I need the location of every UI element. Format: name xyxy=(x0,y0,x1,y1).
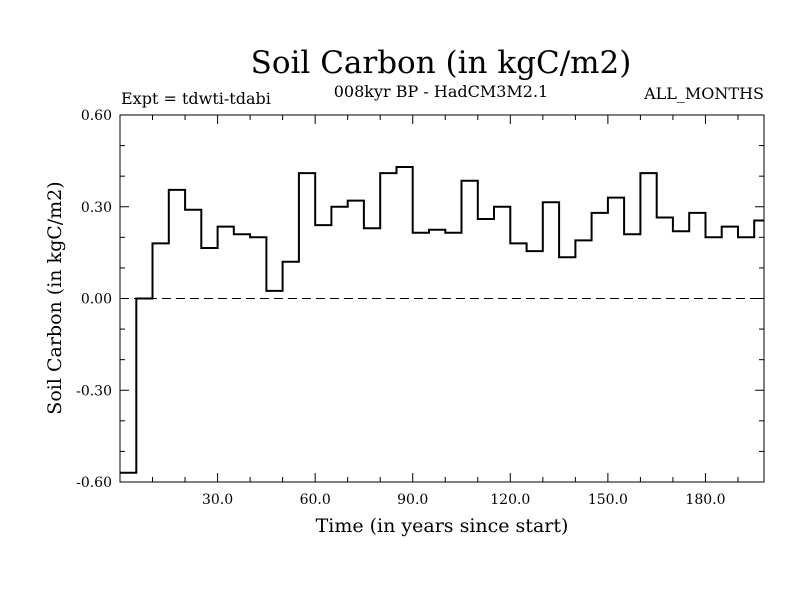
experiment-label: Expt = tdwti-tdabi xyxy=(121,89,271,108)
x-tick-label: 180.0 xyxy=(685,492,725,508)
axis-ticks xyxy=(120,115,764,482)
months-label: ALL_MONTHS xyxy=(643,84,764,103)
y-tick-label: 0.30 xyxy=(81,200,112,216)
y-tick-label: -0.60 xyxy=(76,475,112,491)
x-axis-label: Time (in years since start) xyxy=(316,515,569,537)
chart-title: Soil Carbon (in kgC/m2) xyxy=(251,45,632,81)
soil-carbon-series-line xyxy=(120,166,764,474)
x-tick-label: 30.0 xyxy=(202,492,233,508)
y-tick-label: 0.60 xyxy=(81,108,112,124)
y-tick-label: -0.30 xyxy=(76,383,112,399)
chart-subtitle: 008kyr BP - HadCM3M2.1 xyxy=(334,82,548,101)
x-tick-label: 150.0 xyxy=(588,492,628,508)
y-tick-label: 0.00 xyxy=(81,292,112,308)
tick-labels: 30.0 60.0 90.0 120.0 150.0 180.0 -0.60 -0.30 0.0… xyxy=(76,108,725,508)
x-tick-label: 120.0 xyxy=(490,492,530,508)
x-tick-label: 60.0 xyxy=(300,492,331,508)
x-tick-label: 90.0 xyxy=(397,492,428,508)
plot-frame xyxy=(119,114,765,483)
y-axis-label: Soil Carbon (in kgC/m2) xyxy=(44,181,66,414)
